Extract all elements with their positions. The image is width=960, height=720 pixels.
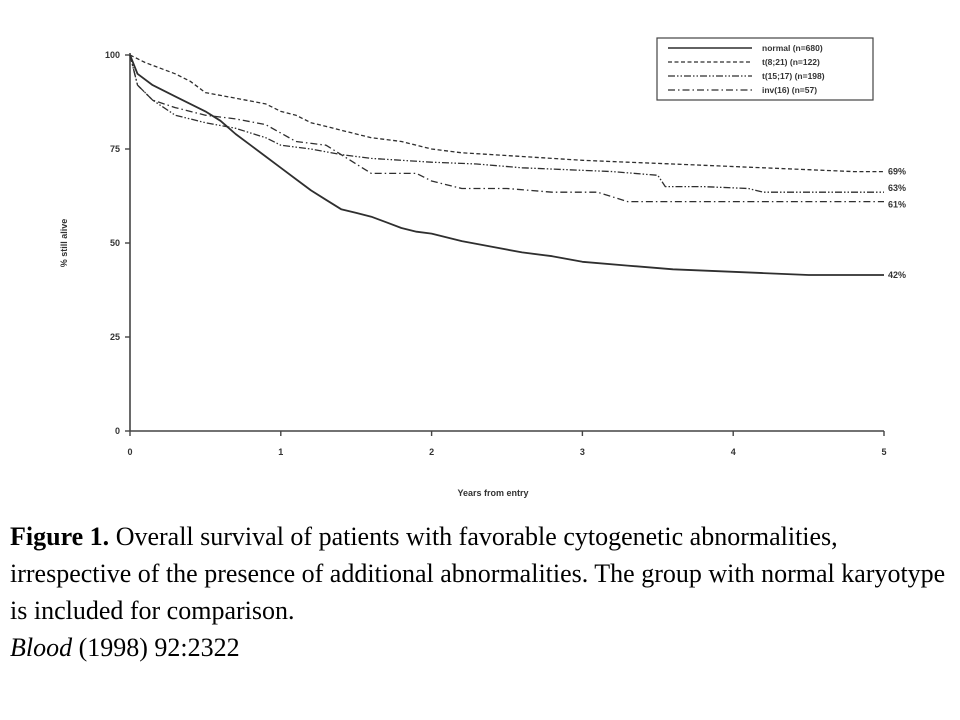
caption-figure-label: Figure 1. [10,522,110,551]
series-line-4 [129,54,884,203]
series-end-label: 42% [888,270,906,280]
legend-label: normal (n=680) [762,43,823,53]
series-layer [129,54,884,276]
x-tick-label: 5 [881,447,886,457]
series-line-3 [129,54,884,193]
caption-journal: Blood [10,633,73,662]
end-labels: 42% 69% 63% 61% [888,167,906,280]
x-axis-title: Years from entry [457,488,528,498]
legend-label: inv(16) (n=57) [762,85,817,95]
x-tick-label: 0 [127,447,132,457]
figure-caption: Figure 1. Overall survival of patients w… [10,518,950,666]
axes: 0 25 50 75 100 0 1 2 3 4 5 Years from entry % still … [59,50,887,498]
y-tick-label: 50 [110,238,120,248]
x-tick-label: 4 [731,447,736,457]
survival-chart: 0 25 50 75 100 0 1 2 3 4 5 Years from entry % still … [59,37,906,498]
x-tick-label: 2 [429,447,434,457]
series-end-label: 61% [888,200,906,210]
x-tick-label: 3 [580,447,585,457]
series-line-1 [129,54,884,276]
series-end-label: 69% [888,167,906,177]
y-tick-label: 25 [110,332,120,342]
x-tick-label: 1 [278,447,283,457]
y-tick-label: 0 [115,426,120,436]
legend-label: t(15;17) (n=198) [762,71,825,81]
legend-label: t(8;21) (n=122) [762,57,820,67]
legend: normal (n=680) t(8;21) (n=122) t(15;17) (n… [656,37,874,101]
caption-text: Overall survival of patients with favora… [10,522,946,625]
y-tick-label: 100 [105,50,120,60]
y-tick-label: 75 [110,144,120,154]
series-line-2 [129,54,884,173]
series-end-label: 63% [888,183,906,193]
caption-citation: (1998) 92:2322 [72,633,240,662]
y-axis-title: % still alive [59,219,69,268]
